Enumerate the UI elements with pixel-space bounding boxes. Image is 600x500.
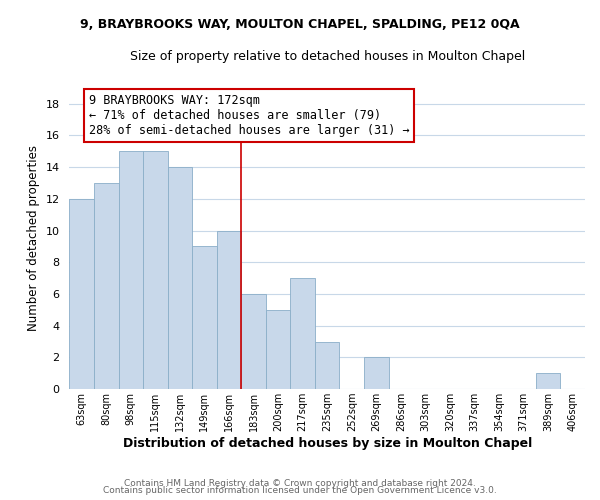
Bar: [315, 342, 340, 389]
Bar: [217, 230, 241, 389]
Bar: [167, 167, 192, 389]
Bar: [266, 310, 290, 389]
Text: 9 BRAYBROOKS WAY: 172sqm
← 71% of detached houses are smaller (79)
28% of semi-d: 9 BRAYBROOKS WAY: 172sqm ← 71% of detach…: [89, 94, 410, 137]
Title: Size of property relative to detached houses in Moulton Chapel: Size of property relative to detached ho…: [130, 50, 525, 63]
Text: Contains HM Land Registry data © Crown copyright and database right 2024.: Contains HM Land Registry data © Crown c…: [124, 478, 476, 488]
Bar: [290, 278, 315, 389]
Y-axis label: Number of detached properties: Number of detached properties: [27, 146, 40, 332]
Text: 9, BRAYBROOKS WAY, MOULTON CHAPEL, SPALDING, PE12 0QA: 9, BRAYBROOKS WAY, MOULTON CHAPEL, SPALD…: [80, 18, 520, 30]
Text: Contains public sector information licensed under the Open Government Licence v3: Contains public sector information licen…: [103, 486, 497, 495]
Bar: [70, 199, 94, 389]
Bar: [119, 151, 143, 389]
Bar: [192, 246, 217, 389]
Bar: [536, 374, 560, 389]
Bar: [94, 183, 119, 389]
X-axis label: Distribution of detached houses by size in Moulton Chapel: Distribution of detached houses by size …: [122, 437, 532, 450]
Bar: [241, 294, 266, 389]
Bar: [143, 151, 167, 389]
Bar: [364, 358, 389, 389]
